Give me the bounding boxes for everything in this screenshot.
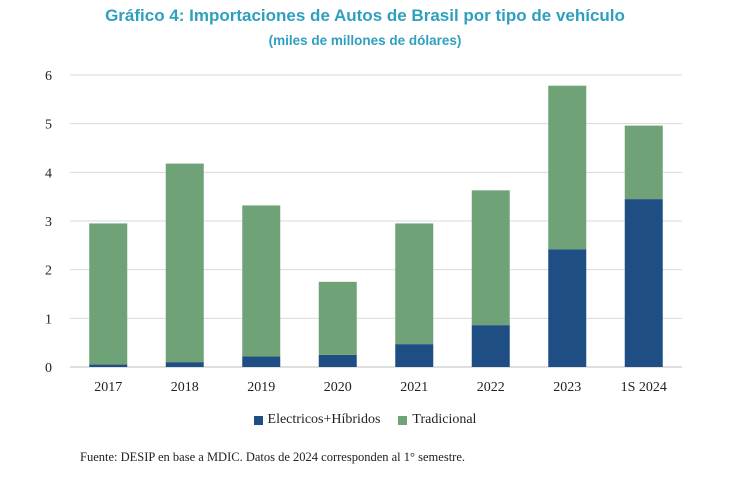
y-tick-label: 1	[45, 312, 52, 327]
gridlines	[70, 74, 682, 368]
source-note: Fuente: DESIP en base a MDIC. Datos de 2…	[80, 450, 466, 464]
bar-electricos-2018	[165, 362, 204, 367]
y-tick-label: 0	[45, 361, 52, 376]
chart-subtitle: (miles de millones de dólares)	[268, 33, 462, 48]
bar-electricos-2023	[548, 249, 587, 367]
y-tick-label: 2	[45, 264, 52, 279]
x-tick-label: 2021	[400, 380, 428, 395]
bar-tradicional-2019	[242, 205, 281, 357]
legend-item-electricos: Electricos+Híbridos	[253, 412, 381, 428]
bars	[89, 85, 663, 367]
bar-tradicional-2023	[548, 85, 587, 250]
bar-tradicional-2018	[165, 163, 204, 363]
bar-tradicional-2020	[318, 281, 357, 355]
y-axis-ticks: 0 1 2 3 4 5 6	[45, 69, 52, 376]
y-tick-label: 4	[45, 166, 52, 181]
x-axis-ticks: 2017 2018 2019 2020 2021 2022 2023 1S 2024	[94, 380, 667, 395]
legend-label-electricos: Electricos+Híbridos	[267, 412, 381, 427]
x-tick-label: 2019	[247, 380, 275, 395]
legend-label-tradicional: Tradicional	[412, 412, 477, 427]
bar-tradicional-2017	[89, 223, 128, 365]
bar-electricos-2017	[89, 364, 128, 367]
x-tick-label: 2023	[553, 380, 581, 395]
x-tick-label: 2022	[477, 380, 505, 395]
bar-electricos-2020	[318, 354, 357, 367]
x-tick-label: 2017	[94, 380, 122, 395]
bar-electricos-2022	[471, 325, 510, 367]
y-tick-label: 3	[45, 215, 52, 230]
bar-electricos-2019	[242, 356, 281, 367]
legend: Electricos+Híbridos Tradicional	[0, 412, 730, 428]
legend-swatch-tradicional	[398, 415, 408, 425]
x-tick-label: 2020	[324, 380, 352, 395]
bar-tradicional-2021	[395, 223, 434, 345]
y-tick-label: 5	[45, 118, 52, 133]
bar-electricos-1S-2024	[624, 199, 663, 367]
x-tick-label: 2018	[171, 380, 199, 395]
x-tick-label: 1S 2024	[621, 380, 667, 395]
y-tick-label: 6	[45, 69, 52, 84]
bar-tradicional-1S-2024	[624, 125, 663, 200]
legend-swatch-electricos	[253, 415, 263, 425]
legend-item-tradicional: Tradicional	[398, 412, 476, 428]
bar-tradicional-2022	[471, 190, 510, 326]
bar-electricos-2021	[395, 344, 434, 367]
chart-title: Gráfico 4: Importaciones de Autos de Bra…	[105, 6, 625, 25]
